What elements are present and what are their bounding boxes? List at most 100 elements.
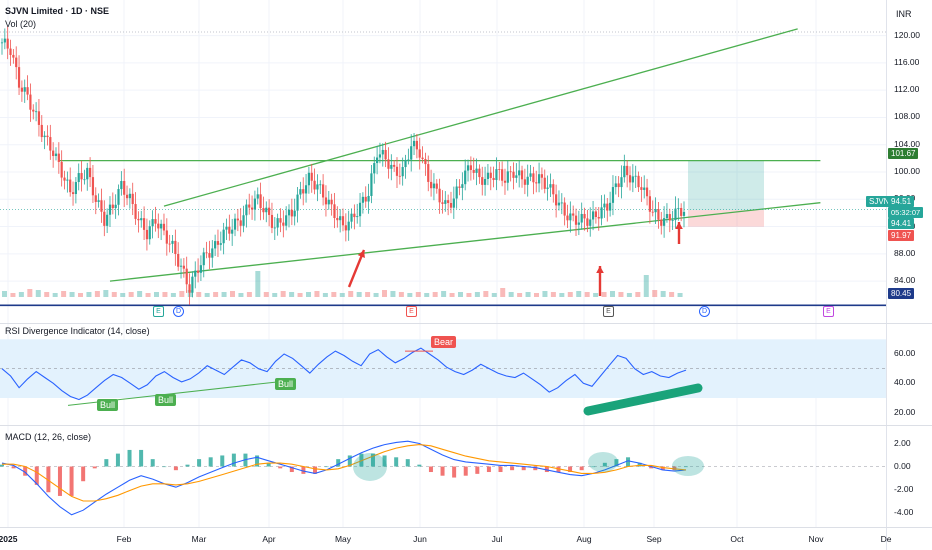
volume-bar (373, 293, 379, 297)
volume-bar (407, 293, 413, 297)
volume-bar (500, 288, 506, 297)
candle-body (555, 194, 558, 206)
volume-bar (567, 292, 573, 297)
candle-body (168, 243, 171, 245)
earnings-marker[interactable]: E (153, 306, 164, 317)
candle-body (225, 226, 228, 230)
candle-body (26, 87, 29, 95)
earnings-marker[interactable]: E (406, 306, 417, 317)
last-price-tag: 94.51 (888, 196, 915, 207)
dividend-marker[interactable]: D (173, 306, 184, 317)
earnings-marker[interactable]: E (823, 306, 834, 317)
candle-body (219, 243, 222, 245)
candle-body (188, 284, 191, 293)
candle-body (108, 204, 112, 215)
candle-body (455, 186, 458, 199)
earnings-marker[interactable]: E (603, 306, 614, 317)
highlight-stroke (583, 383, 703, 416)
price-tick-label: 116.00 (894, 56, 920, 67)
volume-bar (289, 292, 295, 297)
macd-tick-label: 2.00 (894, 437, 911, 448)
candle-body (60, 161, 63, 178)
volume-bar (483, 291, 489, 297)
candle-body (364, 196, 367, 202)
volume-bar (466, 293, 472, 297)
candle-body (609, 202, 612, 211)
volume-bar (246, 292, 252, 297)
candle-body (671, 220, 674, 221)
candle-body (520, 170, 524, 180)
time-tick-label: Apr (262, 534, 276, 544)
candle-body (597, 216, 600, 219)
macd-histogram-bar (568, 466, 573, 473)
volume-bar (221, 292, 227, 297)
candle-body (313, 180, 316, 190)
macd-histogram-bar (510, 466, 515, 471)
macd-histogram-bar (347, 455, 352, 467)
candle-body (546, 187, 549, 189)
volume-bar (86, 292, 92, 297)
macd-histogram-bar (440, 466, 445, 476)
candle-body (330, 199, 333, 205)
macd-histogram-bar (139, 449, 144, 467)
candle-body (370, 173, 373, 196)
volume-bar (458, 292, 463, 297)
candle-body (165, 230, 168, 244)
candle-body (114, 204, 117, 209)
volume-bar (18, 292, 24, 297)
candle-body (572, 213, 575, 216)
chart-title: SJVN Limited · 1D · NSE (5, 6, 110, 16)
volume-bar (272, 293, 278, 297)
dividend-marker[interactable]: D (699, 306, 710, 317)
macd-histogram-bar (417, 464, 422, 467)
candle-body (498, 169, 501, 170)
volume-bar (584, 292, 590, 297)
macd-histogram-bar (452, 466, 457, 478)
volume-bar (27, 289, 33, 297)
candle-body (57, 153, 60, 162)
candle-body (478, 168, 481, 178)
candle-body (307, 172, 310, 186)
candle-body (435, 183, 438, 189)
macd-tick-label: -4.00 (894, 506, 914, 517)
volume-bar (415, 292, 421, 297)
candle-body (489, 172, 492, 178)
time-tick-label: Mar (191, 534, 207, 544)
volume-bar (297, 293, 303, 297)
time-tick-label: De (880, 534, 892, 544)
candle-body (469, 165, 472, 170)
candle-body (523, 179, 526, 185)
candle-body (495, 169, 498, 181)
candle-body (302, 189, 305, 194)
candle-body (12, 54, 15, 58)
candle-body (319, 184, 322, 186)
macd-histogram-bar (104, 459, 109, 467)
candle-body (265, 207, 268, 213)
candle-body (475, 168, 478, 173)
time-tick-label: Oct (730, 534, 744, 544)
candle-body (256, 194, 259, 199)
currency-label[interactable]: INR (896, 9, 912, 19)
macd-histogram-bar (81, 466, 86, 482)
candle-body (464, 170, 467, 185)
volume-bar (525, 292, 531, 297)
volume-bar (128, 292, 134, 297)
candle-body (438, 188, 441, 203)
rsi-signal-bull: Bull (275, 378, 297, 390)
candle-body (483, 178, 487, 185)
candle-body (35, 111, 38, 113)
macd-histogram-bar (591, 466, 596, 468)
macd-histogram-bar (579, 466, 584, 471)
candle-body (287, 209, 291, 216)
countdown-tag: 05:32:07 (888, 207, 924, 218)
volume-bar (322, 293, 328, 297)
candle-body (179, 265, 183, 267)
macd-histogram-bar (463, 466, 468, 476)
pane-divider-macd (0, 425, 932, 426)
volume-bar (441, 291, 447, 297)
candle-body (418, 149, 421, 158)
resistance-tag: 101.67 (888, 148, 919, 159)
candle-body (506, 171, 509, 183)
candle-body (9, 48, 12, 55)
